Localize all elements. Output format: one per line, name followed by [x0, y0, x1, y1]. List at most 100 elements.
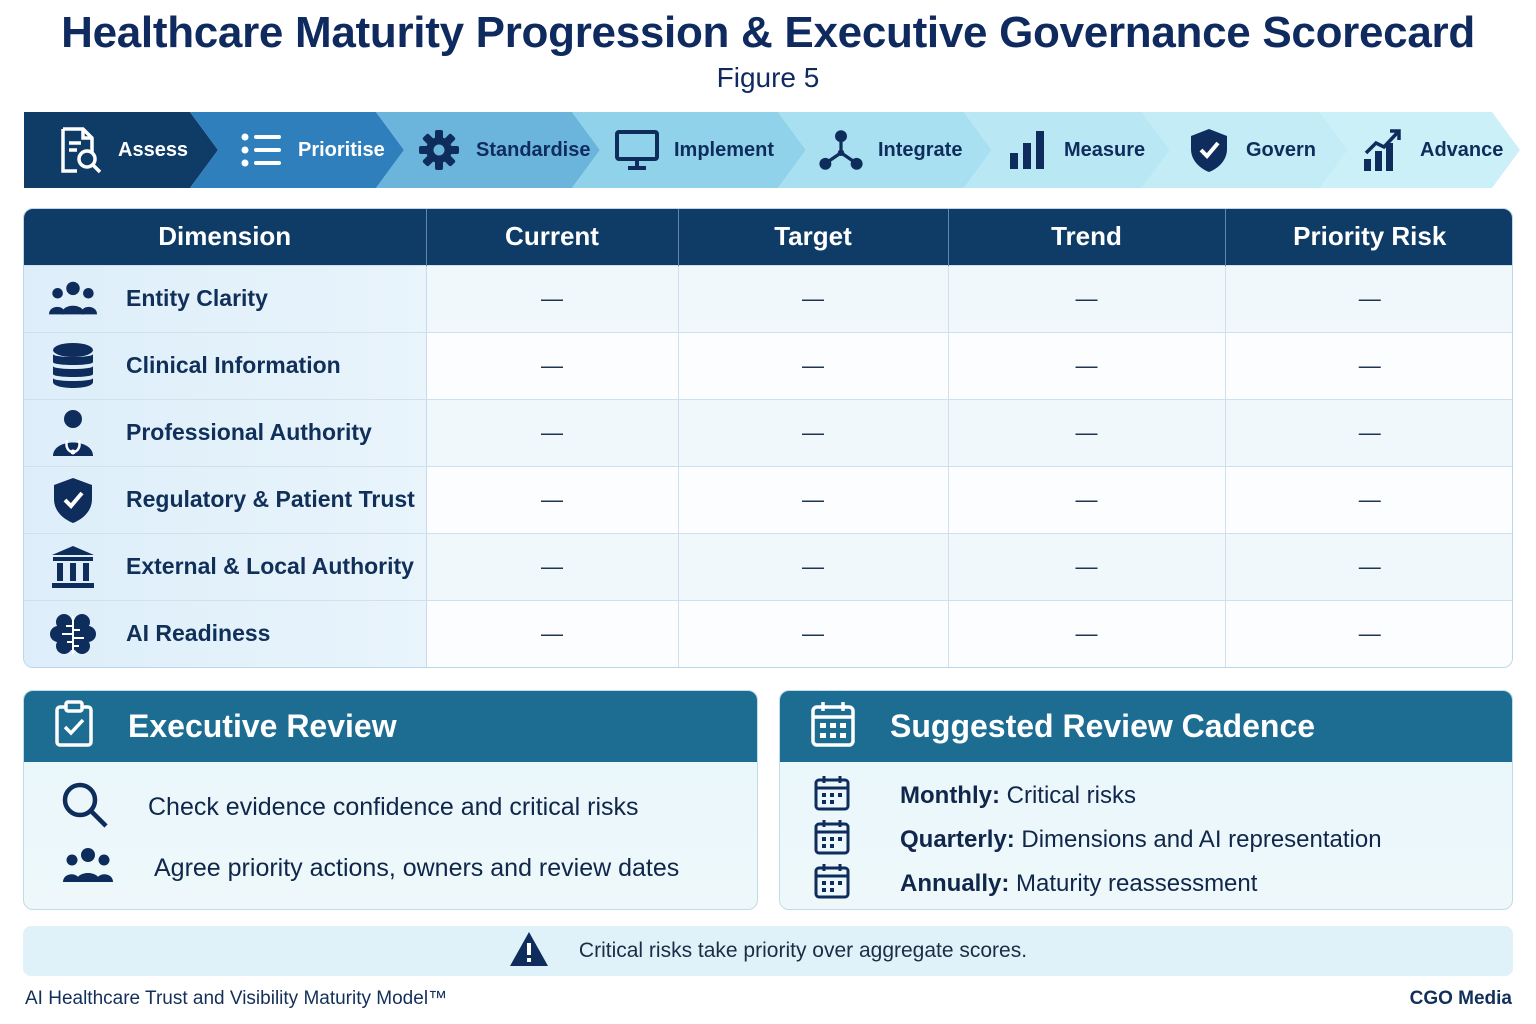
cadence-scope: Dimensions and AI representation [1014, 825, 1382, 853]
review-cadence-panel: Suggested Review Cadence Monthly: Critic… [779, 690, 1513, 910]
target-cell: — [678, 599, 949, 667]
trend-cell: — [948, 264, 1226, 332]
dimension-label: Entity Clarity [126, 285, 268, 311]
column-header-dimension: Dimension [24, 209, 427, 265]
table-row: Regulatory & Patient Trust — — — — [24, 465, 1512, 533]
list-item: Check evidence confidence and critical r… [60, 780, 639, 835]
current-cell: — [426, 465, 679, 533]
bar-chart-icon [1004, 127, 1050, 173]
cadence-scope: Maturity reassessment [1009, 869, 1258, 897]
column-header-current: Current [426, 209, 679, 265]
list-icon [238, 127, 284, 173]
priority-risk-cell: — [1225, 532, 1512, 600]
calendar-icon [814, 863, 850, 904]
calendar-icon [814, 775, 850, 816]
network-icon [818, 127, 864, 173]
priority-risk-cell: — [1225, 331, 1512, 399]
scorecard-table: Dimension Current Target Trend Priority … [23, 208, 1513, 668]
priority-risk-cell: — [1225, 465, 1512, 533]
cadence-item-text: Quarterly: Dimensions and AI representat… [900, 826, 1382, 854]
priority-risk-cell: — [1225, 599, 1512, 667]
list-item: Agree priority actions, owners and revie… [60, 846, 679, 891]
panel-header: Executive Review [24, 691, 757, 762]
target-cell: — [678, 331, 949, 399]
clipboard-check-icon [54, 700, 94, 753]
step-prioritise: Prioritise [190, 112, 404, 188]
calendar-icon [814, 819, 850, 860]
dimension-label: AI Readiness [126, 620, 271, 647]
trend-cell: — [948, 331, 1226, 399]
current-cell: — [426, 599, 679, 667]
dimension-label: Professional Authority [126, 419, 372, 445]
priority-risk-cell: — [1225, 398, 1512, 466]
step-advance: Advance [1320, 112, 1520, 188]
list-item: Annually: Maturity reassessment [814, 863, 1257, 904]
trend-cell: — [948, 398, 1226, 466]
step-govern: Govern [1142, 112, 1348, 188]
cadence-scope: Critical risks [999, 781, 1136, 809]
step-assess: Assess [24, 112, 218, 188]
dimension-label: External & Local Authority [126, 553, 414, 579]
column-header-trend: Trend [948, 209, 1226, 265]
panel-title: Suggested Review Cadence [890, 708, 1316, 744]
step-label: Measure [1064, 138, 1146, 161]
table-row: Entity Clarity — — — — [24, 264, 1512, 332]
table-row: Clinical Information — — — — [24, 331, 1512, 399]
list-item: Monthly: Critical risks [814, 775, 1136, 816]
trend-cell: — [948, 599, 1226, 667]
panel-header: Suggested Review Cadence [780, 691, 1512, 762]
step-label: Govern [1246, 138, 1317, 161]
step-standardise: Standardise [376, 112, 600, 188]
growth-chart-icon [1360, 127, 1406, 173]
step-label: Implement [674, 138, 775, 161]
maturity-process: Assess Prioritise Standardise Implement [24, 112, 1520, 188]
current-cell: — [426, 398, 679, 466]
shield-check-icon [48, 475, 98, 525]
target-cell: — [678, 264, 949, 332]
cadence-item-text: Monthly: Critical risks [900, 782, 1136, 810]
monitor-icon [614, 127, 660, 173]
cadence-frequency: Annually: [900, 869, 1010, 897]
target-cell: — [678, 398, 949, 466]
table-row: Professional Authority — — — — [24, 398, 1512, 466]
alert-text: Critical risks take priority over aggreg… [578, 939, 1028, 962]
page-title: Healthcare Maturity Progression & Execut… [61, 8, 1475, 57]
people-group-icon [60, 846, 116, 891]
institution-icon [48, 542, 98, 592]
executive-review-panel: Executive Review Check evidence confiden… [23, 690, 758, 910]
priority-alert: Critical risks take priority over aggreg… [23, 926, 1513, 976]
cadence-frequency: Quarterly: [900, 825, 1015, 853]
current-cell: — [426, 264, 679, 332]
model-name: AI Healthcare Trust and Visibility Matur… [25, 988, 448, 1009]
trend-cell: — [948, 532, 1226, 600]
trend-cell: — [948, 465, 1226, 533]
list-item: Quarterly: Dimensions and AI representat… [814, 819, 1382, 860]
step-label: Prioritise [298, 138, 385, 161]
column-header-target: Target [678, 209, 949, 265]
document-search-icon [58, 127, 104, 174]
priority-risk-cell: — [1225, 264, 1512, 332]
gear-icon [416, 127, 462, 173]
dimension-label: Regulatory & Patient Trust [126, 486, 415, 512]
panel-title: Executive Review [128, 708, 397, 744]
target-cell: — [678, 532, 949, 600]
step-label: Advance [1420, 138, 1504, 161]
column-header-priority-risk: Priority Risk [1225, 209, 1512, 265]
step-label: Assess [118, 138, 189, 161]
step-implement: Implement [572, 112, 806, 188]
step-label: Integrate [878, 138, 963, 161]
figure-label: Figure 5 [716, 62, 820, 93]
current-cell: — [426, 532, 679, 600]
current-cell: — [426, 331, 679, 399]
cadence-item-text: Annually: Maturity reassessment [900, 870, 1257, 898]
table-row: External & Local Authority — — — — [24, 532, 1512, 600]
cadence-frequency: Monthly: [900, 781, 1000, 809]
people-group-icon [48, 274, 98, 324]
step-integrate: Integrate [778, 112, 992, 188]
shield-check-icon [1186, 127, 1232, 173]
step-measure: Measure [964, 112, 1170, 188]
warning-icon [509, 931, 549, 972]
brand-name: CGO Media [1409, 988, 1512, 1009]
table-row: AI Readiness — — — — [24, 599, 1512, 667]
brain-icon [48, 609, 98, 659]
